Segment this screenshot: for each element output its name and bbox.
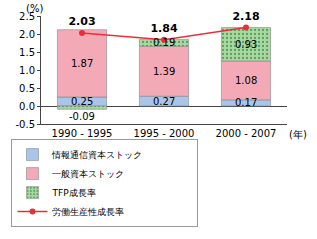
svg-text:0.27: 0.27 — [153, 96, 175, 107]
svg-text:2.0: 2.0 — [19, 29, 35, 40]
svg-text:(年): (年) — [289, 129, 307, 140]
svg-text:1.5: 1.5 — [19, 47, 35, 58]
svg-text:2.5: 2.5 — [19, 11, 35, 22]
svg-text:(%): (%) — [26, 3, 43, 14]
svg-text:1.08: 1.08 — [235, 75, 257, 86]
svg-text:1990 - 1995: 1990 - 1995 — [52, 128, 113, 139]
svg-text:1.84: 1.84 — [150, 22, 177, 35]
svg-text:-0.5: -0.5 — [15, 119, 35, 130]
svg-text:一般資本ストック: 一般資本ストック — [52, 169, 124, 179]
svg-text:0.17: 0.17 — [235, 97, 257, 108]
svg-text:0.25: 0.25 — [71, 96, 93, 107]
svg-text:TFP成長率: TFP成長率 — [51, 188, 95, 198]
svg-text:0.93: 0.93 — [235, 39, 257, 50]
svg-text:0.0: 0.0 — [19, 101, 35, 112]
svg-text:1.0: 1.0 — [19, 65, 35, 76]
svg-text:-0.09: -0.09 — [69, 111, 95, 122]
svg-text:0.19: 0.19 — [153, 37, 175, 48]
svg-text:労働生産性成長率: 労働生産性成長率 — [52, 207, 124, 217]
svg-text:1.39: 1.39 — [153, 66, 175, 77]
svg-text:2.03: 2.03 — [68, 15, 95, 28]
svg-text:情報通信資本ストック: 情報通信資本ストック — [51, 150, 142, 160]
svg-text:1995 - 2000: 1995 - 2000 — [134, 128, 195, 139]
svg-text:2000 - 2007: 2000 - 2007 — [216, 128, 277, 139]
svg-text:2.18: 2.18 — [232, 10, 259, 23]
svg-text:1.87: 1.87 — [71, 58, 93, 69]
svg-text:0.5: 0.5 — [19, 83, 35, 94]
